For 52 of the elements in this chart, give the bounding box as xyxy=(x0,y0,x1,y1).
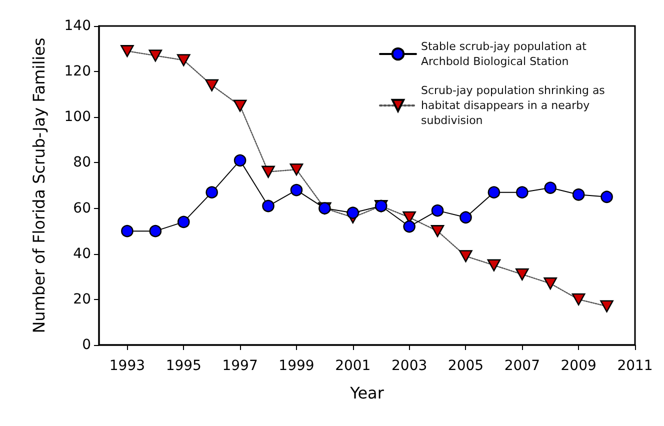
point xyxy=(262,166,275,178)
x-tick-label: 1995 xyxy=(166,358,202,374)
x-tick-label: 2007 xyxy=(504,358,540,374)
point xyxy=(205,79,218,92)
point xyxy=(177,216,190,228)
x-tick-label: 1997 xyxy=(222,358,258,374)
x-tick-label: 1993 xyxy=(109,358,146,374)
point xyxy=(488,186,500,198)
point xyxy=(600,190,613,204)
point xyxy=(430,225,444,238)
point xyxy=(290,164,304,176)
point xyxy=(234,154,246,167)
x-axis-title: Year xyxy=(349,384,384,402)
x-tick-label: 2001 xyxy=(335,358,371,374)
point xyxy=(403,220,416,233)
y-axis-title: Number of Florida Scrub-Jay Families xyxy=(30,38,48,334)
x-tick-label: 1999 xyxy=(278,358,314,374)
point xyxy=(233,100,247,112)
x-tick-label: 2011 xyxy=(617,358,653,374)
point xyxy=(120,45,134,58)
point xyxy=(148,50,162,62)
point xyxy=(290,184,303,196)
legend-label: Scrub-jay population shrinking as habitat disappears in a nearby subdivision xyxy=(421,84,608,127)
y-tick-label: 140 xyxy=(64,18,91,34)
point xyxy=(516,186,528,198)
point xyxy=(516,268,529,280)
y-tick-label: 120 xyxy=(64,64,91,80)
point xyxy=(544,277,558,290)
point xyxy=(572,188,585,201)
y-tick-label: 20 xyxy=(73,291,91,308)
point xyxy=(121,224,134,238)
y-tick-label: 60 xyxy=(73,200,91,216)
point xyxy=(346,206,360,219)
point xyxy=(544,182,557,194)
point xyxy=(459,250,472,262)
point xyxy=(600,300,614,312)
y-tick-label: 100 xyxy=(64,109,91,126)
point xyxy=(262,200,274,212)
x-tick-label: 2003 xyxy=(391,358,428,374)
x-tick-label: 2005 xyxy=(448,358,484,374)
point xyxy=(176,54,190,66)
point xyxy=(572,293,586,306)
point xyxy=(460,211,472,224)
x-tick-label: 2009 xyxy=(560,358,596,374)
legend-label: Stable scrub-jay population at Archbold Biological Station xyxy=(421,40,590,68)
y-tick-label: 40 xyxy=(73,246,91,262)
y-tick-label: 0 xyxy=(82,337,91,353)
y-tick-label: 80 xyxy=(73,154,91,171)
point xyxy=(431,204,444,217)
point xyxy=(149,224,162,238)
point xyxy=(206,186,218,198)
point xyxy=(487,259,501,272)
